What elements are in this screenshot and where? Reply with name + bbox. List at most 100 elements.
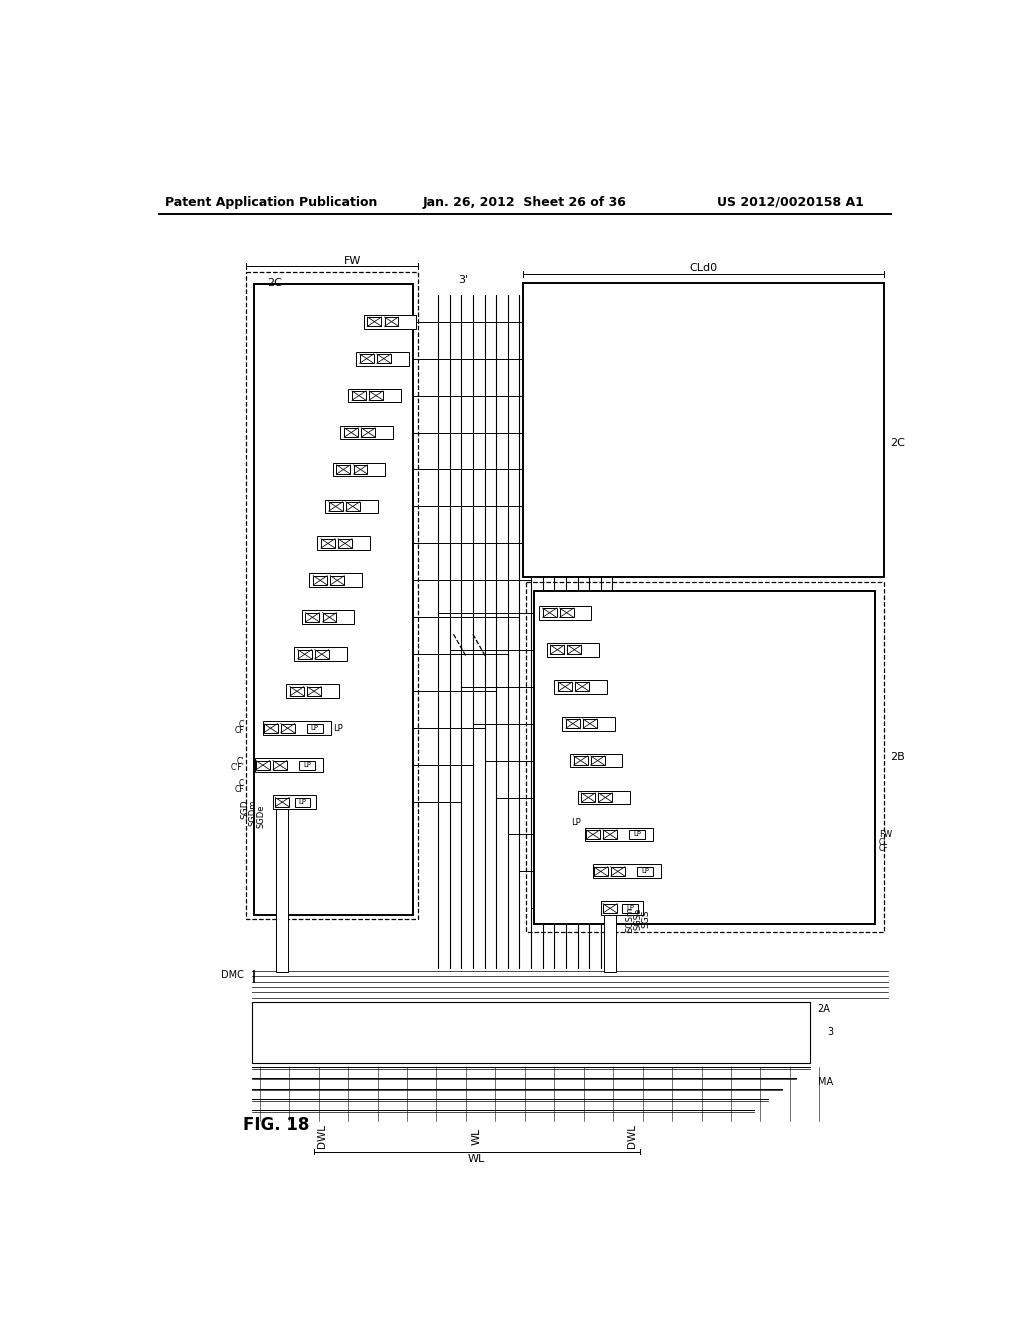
Text: 3: 3 — [827, 1027, 834, 1038]
Bar — [333, 462, 385, 477]
Bar — [547, 643, 599, 656]
Bar — [252, 1002, 810, 1063]
Bar — [562, 717, 614, 730]
Text: LP: LP — [310, 725, 318, 731]
Bar — [352, 391, 366, 400]
Bar — [567, 645, 582, 655]
Bar — [302, 610, 354, 624]
Bar — [593, 865, 662, 878]
Text: FIG. 18: FIG. 18 — [243, 1115, 309, 1134]
Bar — [630, 830, 645, 840]
Bar — [611, 867, 625, 876]
Text: 2C: 2C — [890, 438, 904, 449]
Text: SGDe: SGDe — [256, 805, 265, 829]
Bar — [331, 576, 344, 585]
Bar — [273, 760, 287, 770]
Bar — [256, 760, 270, 770]
Bar — [323, 612, 337, 622]
Bar — [286, 684, 339, 698]
Text: WL: WL — [472, 1127, 481, 1144]
Bar — [275, 797, 289, 807]
Text: FW: FW — [879, 830, 892, 840]
Bar — [637, 867, 652, 876]
Bar — [623, 904, 638, 913]
Text: CLd0: CLd0 — [689, 263, 718, 273]
Bar — [299, 760, 314, 770]
Text: LP: LP — [633, 832, 641, 837]
Text: SGD: SGD — [241, 799, 250, 818]
Bar — [543, 609, 557, 618]
Text: CF: CF — [234, 785, 245, 795]
Bar — [525, 582, 884, 932]
Text: 2A: 2A — [818, 1005, 830, 1014]
Text: 3': 3' — [458, 275, 468, 285]
Text: SGSe: SGSe — [633, 908, 642, 931]
Bar — [535, 591, 876, 924]
Text: C: C — [239, 719, 245, 729]
Text: C': C' — [879, 838, 887, 846]
Text: LP: LP — [298, 799, 306, 805]
Bar — [554, 680, 607, 693]
Bar — [385, 317, 398, 326]
Bar — [566, 719, 580, 729]
Bar — [307, 686, 321, 696]
Bar — [314, 649, 329, 659]
Text: C: C — [239, 779, 245, 788]
Bar — [276, 809, 289, 973]
Bar — [294, 647, 346, 661]
Bar — [582, 793, 595, 803]
Bar — [325, 499, 378, 513]
Bar — [539, 606, 592, 619]
Bar — [281, 723, 295, 733]
Bar — [603, 904, 617, 913]
Bar — [523, 284, 884, 577]
Text: 2C: 2C — [267, 279, 283, 288]
Bar — [295, 797, 310, 807]
Bar — [603, 830, 617, 840]
Bar — [356, 351, 409, 366]
Text: 2B: 2B — [890, 751, 904, 762]
Bar — [338, 539, 352, 548]
Bar — [550, 645, 564, 655]
Text: LP: LP — [571, 818, 582, 828]
Text: DWL: DWL — [627, 1125, 637, 1148]
Bar — [558, 682, 572, 692]
Text: SGDm: SGDm — [249, 800, 257, 826]
Bar — [598, 793, 612, 803]
Bar — [359, 354, 374, 363]
Bar — [348, 388, 400, 403]
Bar — [317, 536, 370, 550]
Bar — [578, 791, 630, 804]
Text: SGSm: SGSm — [626, 907, 635, 932]
Text: LP: LP — [334, 723, 343, 733]
Bar — [586, 828, 653, 841]
Bar — [583, 719, 597, 729]
Bar — [307, 723, 323, 733]
Bar — [273, 795, 315, 809]
Bar — [601, 902, 643, 915]
Text: SGS: SGS — [641, 909, 650, 928]
Bar — [254, 284, 414, 915]
Bar — [337, 465, 350, 474]
Text: LP: LP — [627, 906, 634, 911]
Bar — [309, 573, 362, 587]
Bar — [346, 502, 359, 511]
Bar — [329, 502, 343, 511]
Text: CF: CF — [879, 843, 889, 853]
Text: C': C' — [237, 756, 245, 766]
Text: Jan. 26, 2012  Sheet 26 of 36: Jan. 26, 2012 Sheet 26 of 36 — [423, 195, 627, 209]
Text: DWL: DWL — [316, 1125, 327, 1148]
Text: LP: LP — [641, 869, 649, 874]
Text: WL: WL — [468, 1155, 485, 1164]
Bar — [321, 539, 335, 548]
Bar — [368, 317, 381, 326]
Bar — [377, 354, 391, 363]
Bar — [361, 428, 375, 437]
Bar — [586, 830, 600, 840]
Bar — [369, 391, 383, 400]
Bar — [313, 576, 328, 585]
Bar — [591, 756, 604, 766]
Bar — [353, 465, 368, 474]
Text: DMC: DMC — [221, 970, 245, 979]
Bar — [340, 425, 393, 440]
